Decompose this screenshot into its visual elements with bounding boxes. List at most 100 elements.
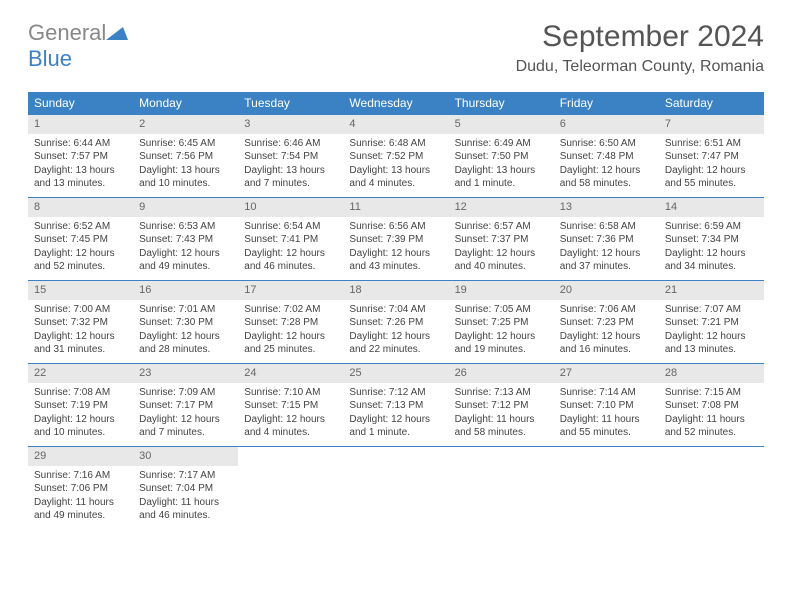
day-line: Sunrise: 6:59 AM <box>665 220 758 234</box>
day-line: Sunrise: 7:16 AM <box>34 469 127 483</box>
day-line: and 46 minutes. <box>244 260 337 274</box>
day-line: Sunset: 7:41 PM <box>244 233 337 247</box>
day-line: and 13 minutes. <box>665 343 758 357</box>
day-cell: 28Sunrise: 7:15 AMSunset: 7:08 PMDayligh… <box>659 364 764 446</box>
day-body: Sunrise: 6:52 AMSunset: 7:45 PMDaylight:… <box>28 217 133 280</box>
day-line: Sunset: 7:08 PM <box>665 399 758 413</box>
day-cell <box>554 447 659 529</box>
day-line: Daylight: 12 hours <box>349 247 442 261</box>
week-row: 22Sunrise: 7:08 AMSunset: 7:19 PMDayligh… <box>28 363 764 446</box>
day-header-cell: Thursday <box>449 92 554 114</box>
day-number: 4 <box>343 115 448 134</box>
day-cell: 10Sunrise: 6:54 AMSunset: 7:41 PMDayligh… <box>238 198 343 280</box>
day-cell: 12Sunrise: 6:57 AMSunset: 7:37 PMDayligh… <box>449 198 554 280</box>
day-cell: 1Sunrise: 6:44 AMSunset: 7:57 PMDaylight… <box>28 115 133 197</box>
day-line: Daylight: 12 hours <box>244 247 337 261</box>
day-cell: 7Sunrise: 6:51 AMSunset: 7:47 PMDaylight… <box>659 115 764 197</box>
day-cell: 5Sunrise: 6:49 AMSunset: 7:50 PMDaylight… <box>449 115 554 197</box>
day-line: Sunset: 7:48 PM <box>560 150 653 164</box>
day-body: Sunrise: 7:06 AMSunset: 7:23 PMDaylight:… <box>554 300 659 363</box>
day-header-cell: Wednesday <box>343 92 448 114</box>
day-body: Sunrise: 6:46 AMSunset: 7:54 PMDaylight:… <box>238 134 343 197</box>
day-number: 21 <box>659 281 764 300</box>
day-number: 22 <box>28 364 133 383</box>
day-line: Daylight: 12 hours <box>34 247 127 261</box>
day-line: Sunrise: 7:04 AM <box>349 303 442 317</box>
day-body: Sunrise: 6:57 AMSunset: 7:37 PMDaylight:… <box>449 217 554 280</box>
day-line: Sunrise: 7:00 AM <box>34 303 127 317</box>
day-line: Daylight: 12 hours <box>139 247 232 261</box>
day-body: Sunrise: 7:14 AMSunset: 7:10 PMDaylight:… <box>554 383 659 446</box>
day-line: Daylight: 13 hours <box>455 164 548 178</box>
day-line: Daylight: 12 hours <box>139 330 232 344</box>
day-number: 24 <box>238 364 343 383</box>
logo-triangle-icon <box>106 20 128 36</box>
day-header-cell: Saturday <box>659 92 764 114</box>
day-cell: 21Sunrise: 7:07 AMSunset: 7:21 PMDayligh… <box>659 281 764 363</box>
day-cell: 15Sunrise: 7:00 AMSunset: 7:32 PMDayligh… <box>28 281 133 363</box>
day-line: Daylight: 12 hours <box>349 413 442 427</box>
day-line: and 13 minutes. <box>34 177 127 191</box>
day-line: Sunset: 7:52 PM <box>349 150 442 164</box>
day-line: Daylight: 12 hours <box>244 413 337 427</box>
day-line: Sunrise: 6:53 AM <box>139 220 232 234</box>
day-body: Sunrise: 6:49 AMSunset: 7:50 PMDaylight:… <box>449 134 554 197</box>
day-cell: 24Sunrise: 7:10 AMSunset: 7:15 PMDayligh… <box>238 364 343 446</box>
day-number: 30 <box>133 447 238 466</box>
day-line: Daylight: 13 hours <box>139 164 232 178</box>
day-line: and 49 minutes. <box>34 509 127 523</box>
day-line: Sunrise: 7:13 AM <box>455 386 548 400</box>
day-line: Sunrise: 6:48 AM <box>349 137 442 151</box>
day-line: Sunset: 7:25 PM <box>455 316 548 330</box>
day-line: Daylight: 12 hours <box>560 164 653 178</box>
day-number: 10 <box>238 198 343 217</box>
day-line: and 31 minutes. <box>34 343 127 357</box>
day-line: and 1 minute. <box>349 426 442 440</box>
day-cell <box>238 447 343 529</box>
day-cell: 16Sunrise: 7:01 AMSunset: 7:30 PMDayligh… <box>133 281 238 363</box>
day-cell: 23Sunrise: 7:09 AMSunset: 7:17 PMDayligh… <box>133 364 238 446</box>
day-line: Sunset: 7:43 PM <box>139 233 232 247</box>
day-body: Sunrise: 6:56 AMSunset: 7:39 PMDaylight:… <box>343 217 448 280</box>
day-number: 27 <box>554 364 659 383</box>
day-line: Daylight: 12 hours <box>665 247 758 261</box>
day-line: and 7 minutes. <box>244 177 337 191</box>
day-body: Sunrise: 6:59 AMSunset: 7:34 PMDaylight:… <box>659 217 764 280</box>
day-number: 2 <box>133 115 238 134</box>
day-line: Sunrise: 7:14 AM <box>560 386 653 400</box>
day-number: 23 <box>133 364 238 383</box>
day-number: 26 <box>449 364 554 383</box>
day-line: Sunrise: 6:52 AM <box>34 220 127 234</box>
day-line: and 10 minutes. <box>34 426 127 440</box>
day-line: Daylight: 12 hours <box>560 330 653 344</box>
day-header-cell: Tuesday <box>238 92 343 114</box>
day-line: Sunset: 7:12 PM <box>455 399 548 413</box>
day-number: 7 <box>659 115 764 134</box>
day-line: Sunset: 7:21 PM <box>665 316 758 330</box>
day-line: and 25 minutes. <box>244 343 337 357</box>
day-line: and 10 minutes. <box>139 177 232 191</box>
day-body: Sunrise: 7:09 AMSunset: 7:17 PMDaylight:… <box>133 383 238 446</box>
day-number: 14 <box>659 198 764 217</box>
day-cell: 13Sunrise: 6:58 AMSunset: 7:36 PMDayligh… <box>554 198 659 280</box>
day-cell <box>659 447 764 529</box>
day-line: Sunrise: 7:01 AM <box>139 303 232 317</box>
day-line: Daylight: 12 hours <box>665 330 758 344</box>
day-body: Sunrise: 7:10 AMSunset: 7:15 PMDaylight:… <box>238 383 343 446</box>
day-line: Daylight: 12 hours <box>139 413 232 427</box>
logo: General Blue <box>28 20 128 72</box>
logo-word1: General <box>28 20 106 45</box>
day-line: Sunrise: 6:58 AM <box>560 220 653 234</box>
day-line: Sunset: 7:56 PM <box>139 150 232 164</box>
day-line: Sunset: 7:06 PM <box>34 482 127 496</box>
day-number: 1 <box>28 115 133 134</box>
day-line: and 55 minutes. <box>560 426 653 440</box>
day-number: 19 <box>449 281 554 300</box>
day-line: Daylight: 13 hours <box>349 164 442 178</box>
day-number: 5 <box>449 115 554 134</box>
day-number: 16 <box>133 281 238 300</box>
day-line: Sunset: 7:04 PM <box>139 482 232 496</box>
day-line: Daylight: 13 hours <box>244 164 337 178</box>
day-number: 9 <box>133 198 238 217</box>
day-body: Sunrise: 7:17 AMSunset: 7:04 PMDaylight:… <box>133 466 238 529</box>
